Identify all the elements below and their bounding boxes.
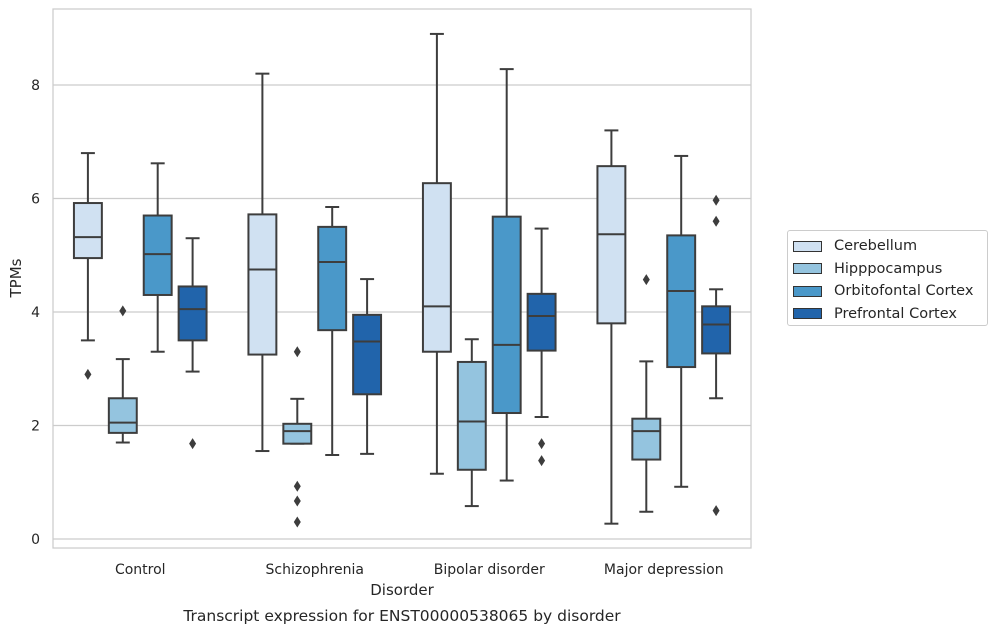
- box: [666, 234, 697, 369]
- box: [282, 422, 313, 445]
- y-tick-label: 8: [31, 78, 40, 94]
- box: [421, 182, 452, 353]
- box: [107, 397, 138, 434]
- outlier-point: [293, 495, 301, 507]
- outlier-point: [293, 346, 301, 358]
- y-axis-label: TPMs: [7, 258, 25, 298]
- box: [456, 360, 487, 471]
- legend-swatch: [793, 285, 822, 297]
- legend-swatch: [793, 308, 822, 320]
- legend-swatch: [793, 240, 822, 252]
- legend-swatch: [793, 263, 822, 275]
- box: [631, 417, 662, 461]
- outlier-point: [712, 505, 720, 517]
- outlier-point: [538, 455, 546, 467]
- box: [177, 285, 208, 342]
- outlier-point: [293, 516, 301, 528]
- x-tick-label: Control: [115, 562, 166, 578]
- box: [72, 202, 103, 260]
- y-tick-label: 0: [31, 532, 40, 548]
- box: [142, 214, 173, 296]
- box: [701, 305, 732, 355]
- boxes: [72, 32, 732, 528]
- chart-title: Transcript expression for ENST0000053806…: [182, 607, 621, 625]
- x-tick-label: Bipolar disorder: [434, 562, 545, 578]
- outlier-point: [119, 305, 127, 317]
- legend-label: Hipppocampus: [834, 260, 943, 277]
- x-tick-labels: Control Schizophrenia Bipolar disorder Majo…: [115, 562, 724, 578]
- outlier-point: [84, 368, 92, 380]
- x-tick-label: Schizophrenia: [266, 562, 364, 578]
- grid: [53, 84, 751, 540]
- x-tick-label: Major depression: [604, 562, 724, 578]
- legend-label: Orbitofontal Cortex: [834, 283, 974, 300]
- y-tick-label: 4: [31, 305, 40, 321]
- legend-label: Cerebellum: [834, 238, 918, 255]
- outlier-point: [712, 194, 720, 206]
- outlier-point: [189, 438, 197, 450]
- outlier-point: [712, 215, 720, 227]
- outlier-point: [293, 480, 301, 492]
- y-tick-label: 6: [31, 192, 40, 208]
- box: [317, 225, 348, 332]
- plot-frame: [52, 8, 752, 549]
- x-axis-label: Disorder: [370, 581, 434, 599]
- legend-item: Hipppocampus: [792, 258, 987, 281]
- legend-item: Cerebellum: [792, 235, 987, 258]
- box: [247, 213, 278, 356]
- outlier-point: [538, 438, 546, 450]
- legend: Cerebellum Hipppocampus Orbitofontal Cor…: [787, 230, 988, 326]
- legend-label: Prefrontal Cortex: [834, 305, 957, 322]
- outlier-point: [642, 274, 650, 286]
- box: [596, 165, 627, 325]
- box: [491, 215, 522, 415]
- box: [526, 292, 557, 352]
- y-tick-label: 2: [31, 419, 40, 435]
- y-tick-labels: 0 2 4 6 8: [31, 78, 40, 548]
- legend-item: Orbitofontal Cortex: [792, 280, 987, 303]
- box: [352, 313, 383, 396]
- legend-item: Prefrontal Cortex: [792, 303, 987, 326]
